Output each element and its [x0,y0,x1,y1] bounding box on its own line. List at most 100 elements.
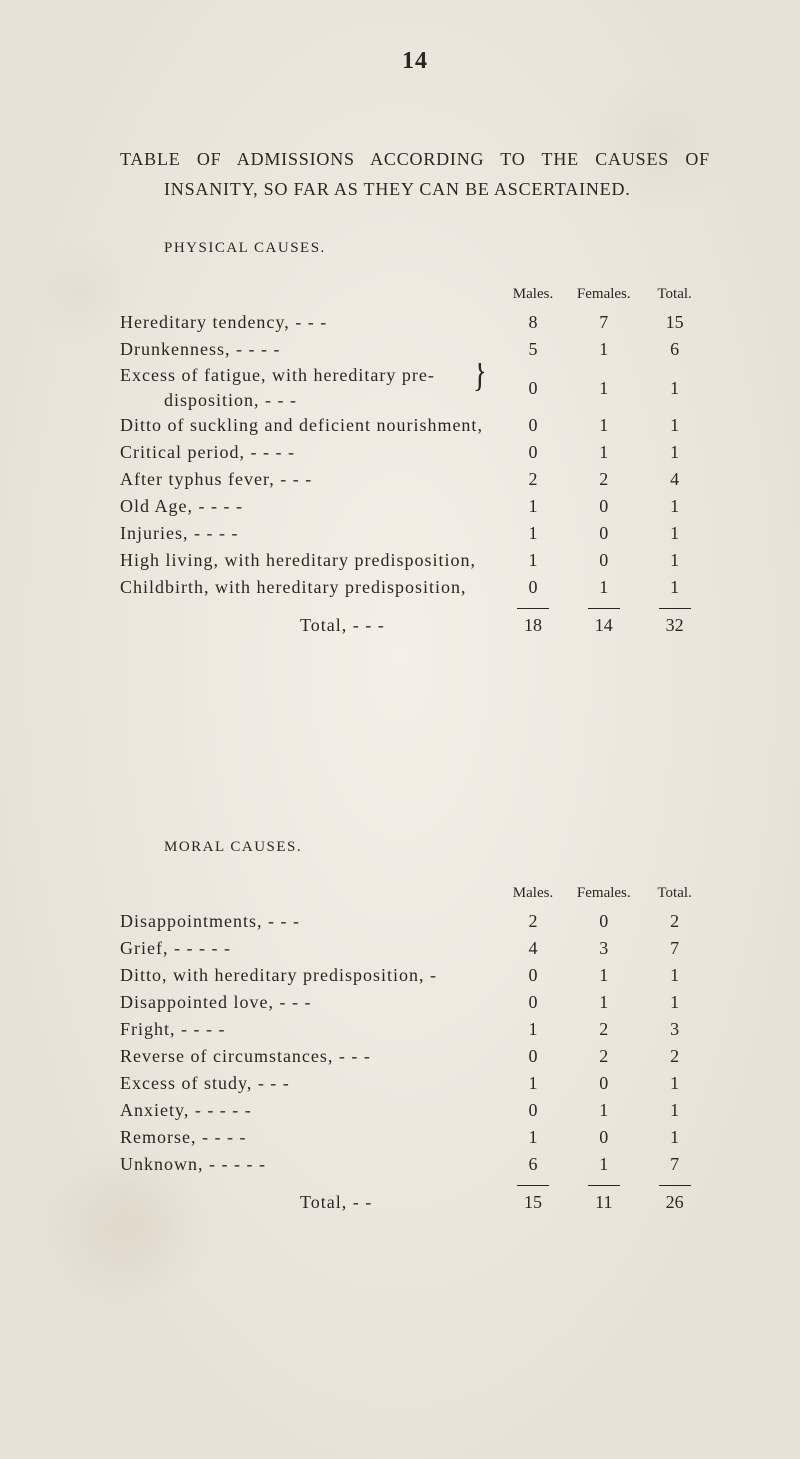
table-row: Ditto, with hereditary predisposition, -… [120,962,710,989]
cell-females: 1 [568,962,639,989]
cell-males: 1 [498,1016,569,1043]
row-label: Anxiety, - - - - - [120,1097,498,1124]
cell-males: 2 [498,908,569,935]
physical-causes-table: Males. Females. Total. Hereditary tenden… [120,283,710,639]
row-label: High living, with hereditary predisposit… [120,547,498,574]
total-total: 26 [639,1189,710,1216]
cell-males: 1 [498,1124,569,1151]
cell-males: 4 [498,935,569,962]
row-label: Injuries, - - - - [120,520,498,547]
cell-females: 0 [568,1124,639,1151]
cell-total: 7 [639,935,710,962]
cell-total: 2 [639,908,710,935]
rule-row [120,601,710,612]
total-row: Total, - - - 18 14 32 [120,612,710,639]
row-label: Drunkenness, - - - - [120,336,498,363]
cell-total: 1 [639,1070,710,1097]
cell-males: 0 [498,1043,569,1070]
cell-males: 1 [498,493,569,520]
row-label: Excess of study, - - - [120,1070,498,1097]
row-label-line2: disposition, - - - [120,388,498,412]
row-label: Reverse of circumstances, - - - [120,1043,498,1070]
caption-line-1: TABLE OF ADMISSIONS ACCORDING TO THE CAU… [120,145,710,175]
header-males: Males. [498,882,569,908]
row-label: Disappointed love, - - - [120,989,498,1016]
cell-males: 0 [498,989,569,1016]
table-row: Excess of study, - - - 1 0 1 [120,1070,710,1097]
cell-females: 0 [568,1070,639,1097]
cell-total: 1 [639,962,710,989]
cell-females: 0 [568,493,639,520]
row-label: Ditto of suckling and deficient nourishm… [120,412,498,439]
cell-males: 1 [498,520,569,547]
header-total: Total. [639,283,710,309]
moral-block: MORAL CAUSES. Males. Females. Total. Dis… [120,839,710,1216]
cell-females: 0 [568,908,639,935]
table-row: Fright, - - - - 1 2 3 [120,1016,710,1043]
cell-total: 2 [639,1043,710,1070]
table-row: Anxiety, - - - - - 0 1 1 [120,1097,710,1124]
header-blank [120,283,498,309]
cell-males: 1 [498,547,569,574]
row-label: Unknown, - - - - - [120,1151,498,1178]
total-label: Total, - - - [120,612,498,639]
table-header-row: Males. Females. Total. [120,283,710,309]
cell-males: 1 [498,1070,569,1097]
table-header-row: Males. Females. Total. [120,882,710,908]
header-total: Total. [639,882,710,908]
row-label: Excess of fatigue, with hereditary pre- … [120,363,498,412]
table-row: Childbirth, with hereditary predispositi… [120,574,710,601]
row-label: Fright, - - - - [120,1016,498,1043]
cell-females: 2 [568,1043,639,1070]
cell-total: 1 [639,493,710,520]
cell-males: 8 [498,309,569,336]
cell-total: 4 [639,466,710,493]
table-row: Reverse of circumstances, - - - 0 2 2 [120,1043,710,1070]
cell-females: 2 [568,1016,639,1043]
cell-total: 1 [639,520,710,547]
table-row: Drunkenness, - - - - 5 1 6 [120,336,710,363]
cell-females: 2 [568,466,639,493]
table-row: Injuries, - - - - 1 0 1 [120,520,710,547]
cell-total: 6 [639,336,710,363]
cell-females: 1 [568,574,639,601]
cell-males: 2 [498,466,569,493]
row-label: Grief, - - - - - [120,935,498,962]
cell-males: 0 [498,363,569,412]
header-females: Females. [568,283,639,309]
section-title-moral: MORAL CAUSES. [164,839,710,856]
page: 14 TABLE OF ADMISSIONS ACCORDING TO THE … [0,0,800,1276]
cell-males: 0 [498,574,569,601]
table-row: Remorse, - - - - 1 0 1 [120,1124,710,1151]
row-label: Childbirth, with hereditary predispositi… [120,574,498,601]
header-females: Females. [568,882,639,908]
cell-males: 0 [498,962,569,989]
cell-males: 0 [498,439,569,466]
cell-total: 1 [639,1124,710,1151]
cell-females: 1 [568,989,639,1016]
row-label: Remorse, - - - - [120,1124,498,1151]
cell-total: 1 [639,574,710,601]
table-row: Grief, - - - - - 4 3 7 [120,935,710,962]
cell-females: 1 [568,1097,639,1124]
table-row: Unknown, - - - - - 6 1 7 [120,1151,710,1178]
page-number: 14 [120,48,710,75]
table-caption: TABLE OF ADMISSIONS ACCORDING TO THE CAU… [120,145,710,204]
row-label: Disappointments, - - - [120,908,498,935]
row-label: Hereditary tendency, - - - [120,309,498,336]
cell-males: 5 [498,336,569,363]
cell-females: 0 [568,520,639,547]
cell-females: 3 [568,935,639,962]
cell-total: 1 [639,547,710,574]
cell-total: 1 [639,989,710,1016]
table-row: Disappointed love, - - - 0 1 1 [120,989,710,1016]
row-label-line1: Excess of fatigue, with hereditary pre- [120,365,435,385]
table-row: Ditto of suckling and deficient nourishm… [120,412,710,439]
table-row: High living, with hereditary predisposit… [120,547,710,574]
caption-line-2: INSANITY, SO FAR AS THEY CAN BE ASCERTAI… [120,175,710,205]
cell-total: 1 [639,363,710,412]
total-row: Total, - - 15 11 26 [120,1189,710,1216]
header-blank [120,882,498,908]
total-males: 18 [498,612,569,639]
cell-males: 6 [498,1151,569,1178]
